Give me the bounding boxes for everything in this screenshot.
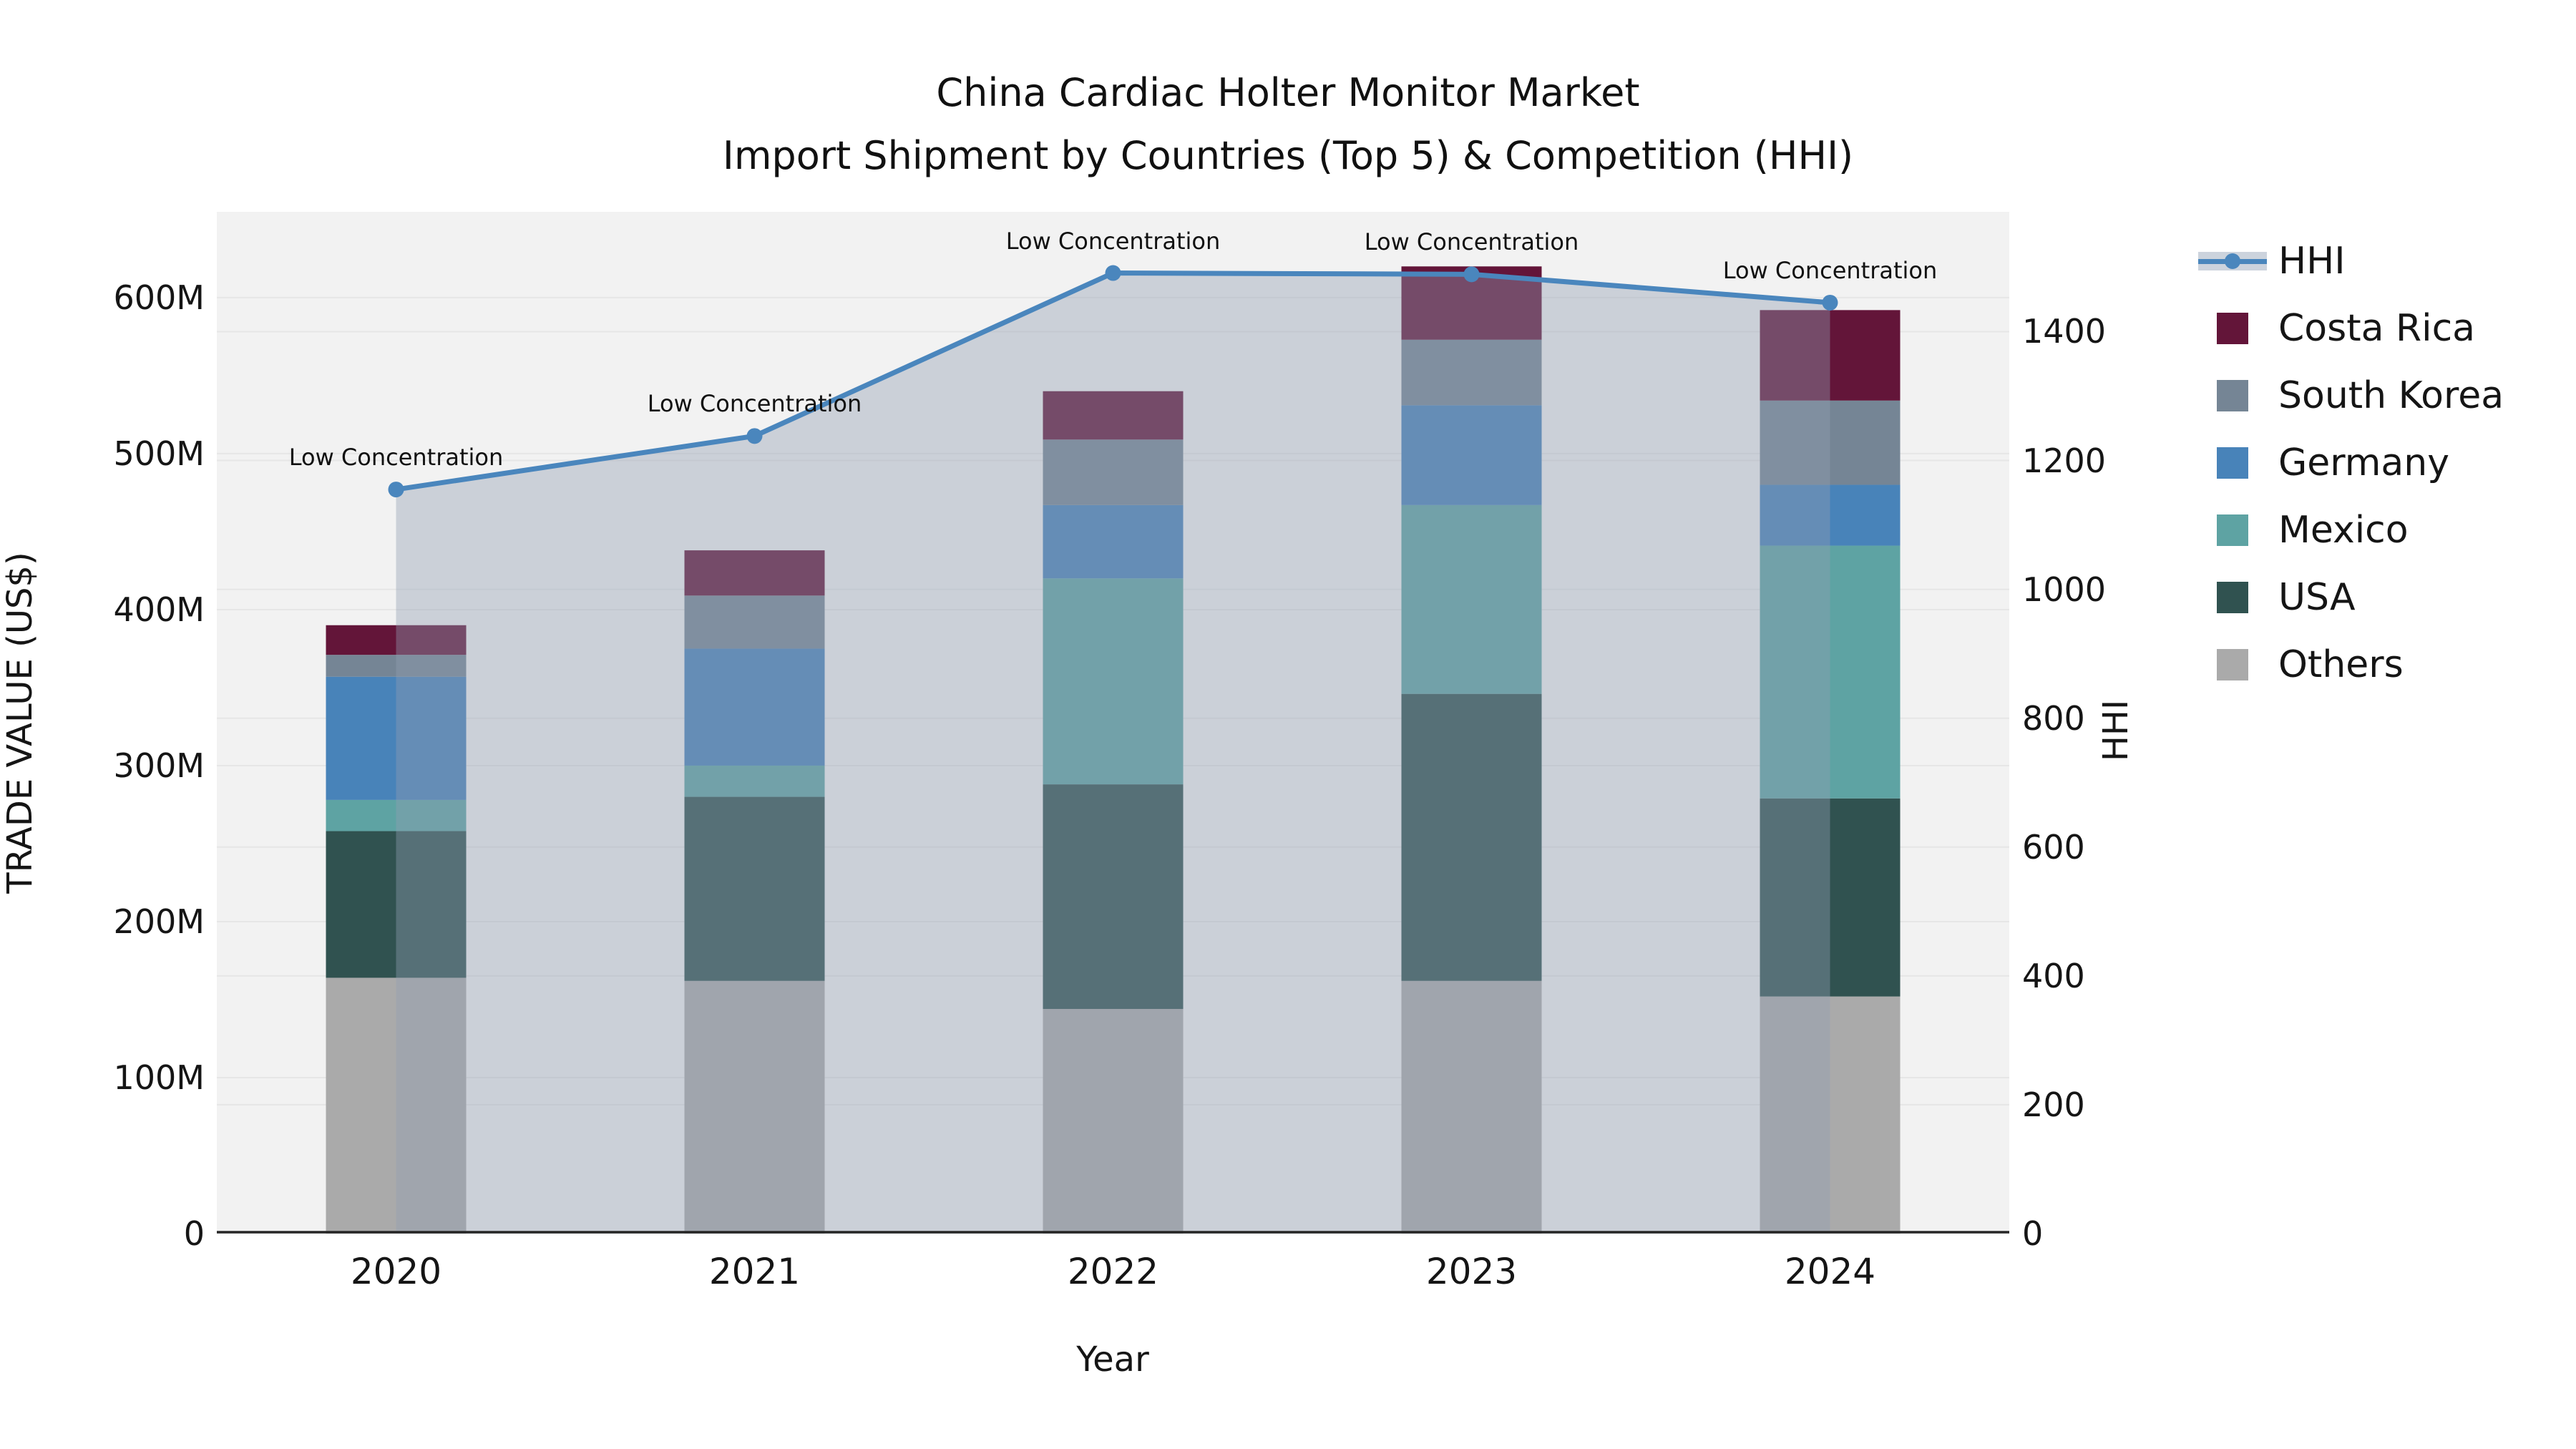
bar-segment-usa: [1043, 784, 1184, 1010]
y-right-tick-label: 400: [2022, 956, 2085, 995]
legend-item: South Korea: [2198, 362, 2504, 429]
legend-label: Mexico: [2278, 509, 2409, 552]
chart-title-line1: China Cardiac Holter Monitor Market: [936, 70, 1640, 115]
bar-segment-others: [1401, 980, 1542, 1234]
legend-color-swatch: [2198, 380, 2267, 411]
legend-item: USA: [2198, 564, 2504, 631]
hhi-marker: [388, 482, 404, 498]
y-right-tick-label: 200: [2022, 1085, 2085, 1124]
y-right-tick-label: 600: [2022, 827, 2085, 867]
hhi-annotation: Low Concentration: [647, 390, 862, 418]
legend-label: Costa Rica: [2278, 307, 2476, 350]
bar-segment-usa: [684, 796, 825, 981]
bar-segment-others: [1043, 1009, 1184, 1234]
legend-label: Others: [2278, 643, 2404, 686]
legend-item: Others: [2198, 631, 2504, 698]
legend-item: Costa Rica: [2198, 295, 2504, 362]
bar-segment-usa: [1401, 693, 1542, 981]
legend-color-swatch: [2198, 582, 2267, 613]
x-axis-label: Year: [1076, 1340, 1149, 1380]
legend-label: USA: [2278, 576, 2356, 619]
hhi-annotation: Low Concentration: [1364, 228, 1579, 256]
legend-label: Germany: [2278, 441, 2450, 484]
bar-segment-south-korea: [1760, 400, 1901, 485]
bar-segment-south-korea: [1401, 339, 1542, 406]
bar-segment-costa-rica: [1760, 310, 1901, 401]
bar-segment-usa: [1760, 798, 1901, 997]
bar-segment-mexico: [1043, 578, 1184, 785]
y-left-tick-label: 400M: [113, 590, 205, 629]
x-tick-label: 2023: [1425, 1251, 1518, 1292]
legend-item: Mexico: [2198, 497, 2504, 564]
legend-label: South Korea: [2278, 374, 2504, 417]
chart-canvas: [217, 265, 2009, 1234]
legend-color-swatch: [2198, 514, 2267, 546]
hhi-marker: [746, 428, 763, 444]
bar-segment-costa-rica: [1043, 391, 1184, 440]
hhi-marker: [1105, 265, 1121, 281]
bar-segment-south-korea: [1043, 439, 1184, 505]
hhi-marker: [1822, 294, 1838, 311]
legend-hhi-line-icon: [2198, 245, 2267, 277]
x-tick-label: 2020: [350, 1251, 442, 1292]
y-right-tick-label: 1200: [2022, 441, 2107, 480]
hhi-annotation: Low Concentration: [1722, 256, 1938, 284]
y-left-tick-label: 300M: [113, 746, 205, 785]
y-left-tick-label: 100M: [113, 1058, 205, 1097]
legend-label: HHI: [2278, 240, 2346, 283]
hhi-annotation: Low Concentration: [1005, 227, 1221, 255]
bar-segment-germany: [1043, 504, 1184, 579]
y-left-tick-label: 200M: [113, 902, 205, 941]
bar-segment-mexico: [684, 765, 825, 797]
bar-segment-mexico: [326, 799, 467, 831]
bar-segment-mexico: [1760, 545, 1901, 799]
bar-segment-costa-rica: [684, 550, 825, 596]
legend-item: Germany: [2198, 429, 2504, 497]
legend-color-swatch: [2198, 313, 2267, 344]
legend: HHI Costa Rica South Korea Germany Mexico USA…: [2198, 228, 2504, 698]
y-right-tick-label: 1000: [2022, 570, 2107, 609]
bar-segment-others: [684, 980, 825, 1234]
chart-title: China Cardiac Holter Monitor Market Impo…: [0, 62, 2576, 187]
bar-segment-germany: [684, 648, 825, 766]
bar-segment-costa-rica: [326, 625, 467, 655]
y-right-tick-label: 0: [2022, 1214, 2044, 1253]
bar-segment-mexico: [1401, 504, 1542, 694]
bar-segment-germany: [326, 676, 467, 800]
legend-color-swatch: [2198, 649, 2267, 680]
bar-segment-south-korea: [684, 595, 825, 649]
bar-segment-others: [326, 977, 467, 1234]
y-right-tick-label: 800: [2022, 698, 2085, 738]
legend-color-swatch: [2198, 447, 2267, 479]
bar-segment-south-korea: [326, 655, 467, 677]
y-right-tick-label: 1400: [2022, 312, 2107, 351]
bar-segment-germany: [1760, 484, 1901, 546]
x-tick-label: 2022: [1067, 1251, 1159, 1292]
y-left-tick-label: 0: [183, 1214, 205, 1253]
hhi-area: [396, 273, 1830, 1234]
y-left-tick-label: 600M: [113, 278, 205, 317]
x-tick-label: 2021: [708, 1251, 801, 1292]
y-left-tick-label: 500M: [113, 434, 205, 473]
x-tick-label: 2024: [1784, 1251, 1876, 1292]
legend-item: HHI: [2198, 228, 2504, 295]
bar-segment-germany: [1401, 405, 1542, 505]
chart-title-line2: Import Shipment by Countries (Top 5) & C…: [722, 133, 1854, 178]
hhi-marker: [1463, 266, 1480, 283]
hhi-annotation: Low Concentration: [288, 444, 504, 472]
bar-segment-others: [1760, 996, 1901, 1234]
bar-segment-usa: [326, 831, 467, 978]
